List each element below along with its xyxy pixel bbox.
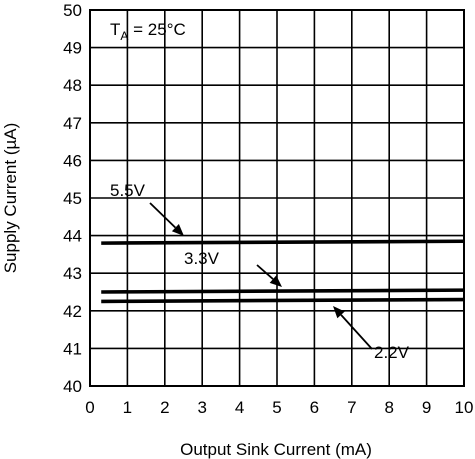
grid-layer [89, 9, 465, 387]
y-tick-label: 41 [63, 339, 82, 358]
x-tick-label: 0 [85, 398, 94, 417]
leader-line [256, 264, 274, 280]
x-tick-label: 6 [310, 398, 319, 417]
x-tick-label: 7 [347, 398, 356, 417]
x-tick-label: 3 [197, 398, 206, 417]
y-tick-label: 45 [63, 189, 82, 208]
temperature-condition-label: TA = 25°C [110, 20, 186, 43]
x-tick-label: 9 [422, 398, 431, 417]
leader-line [149, 202, 177, 229]
arrow-head [333, 306, 345, 319]
series-label-2-2V: 2.2V [374, 343, 410, 362]
series-label-3-3V: 3.3V [184, 249, 220, 268]
y-tick-label: 40 [63, 377, 82, 396]
x-tick-label: 4 [235, 398, 244, 417]
y-tick-label: 44 [63, 227, 82, 246]
x-tick-label: 5 [272, 398, 281, 417]
leader-line [340, 314, 373, 350]
y-tick-label: 43 [63, 264, 82, 283]
x-tick-label: 2 [160, 398, 169, 417]
y-tick-label: 46 [63, 151, 82, 170]
series-label-5-5V: 5.5V [110, 181, 146, 200]
condition-main: T [110, 20, 120, 39]
y-tick-label: 42 [63, 302, 82, 321]
series-line-3-3V [101, 288, 465, 294]
series-line-5-5V [101, 239, 465, 245]
arrow-head [171, 224, 184, 236]
series-layer [101, 239, 465, 304]
x-tick-label: 8 [384, 398, 393, 417]
y-axis-label: Supply Current (µA) [1, 123, 20, 274]
x-axis-label: Output Sink Current (mA) [180, 440, 372, 459]
condition-subscript: A [120, 29, 128, 43]
arrow-head [269, 275, 282, 287]
plot-frame [89, 9, 465, 387]
x-tick-label: 10 [455, 398, 474, 417]
series-line-2-2V [101, 297, 465, 304]
y-tick-label: 48 [63, 76, 82, 95]
condition-rest: = 25°C [128, 20, 185, 39]
y-tick-label: 50 [63, 1, 82, 20]
y-tick-label: 49 [63, 39, 82, 58]
annotation-layer: 5.5V 3.3V 2.2V [110, 181, 410, 362]
x-tick-label: 1 [123, 398, 132, 417]
y-tick-label: 47 [63, 114, 82, 133]
